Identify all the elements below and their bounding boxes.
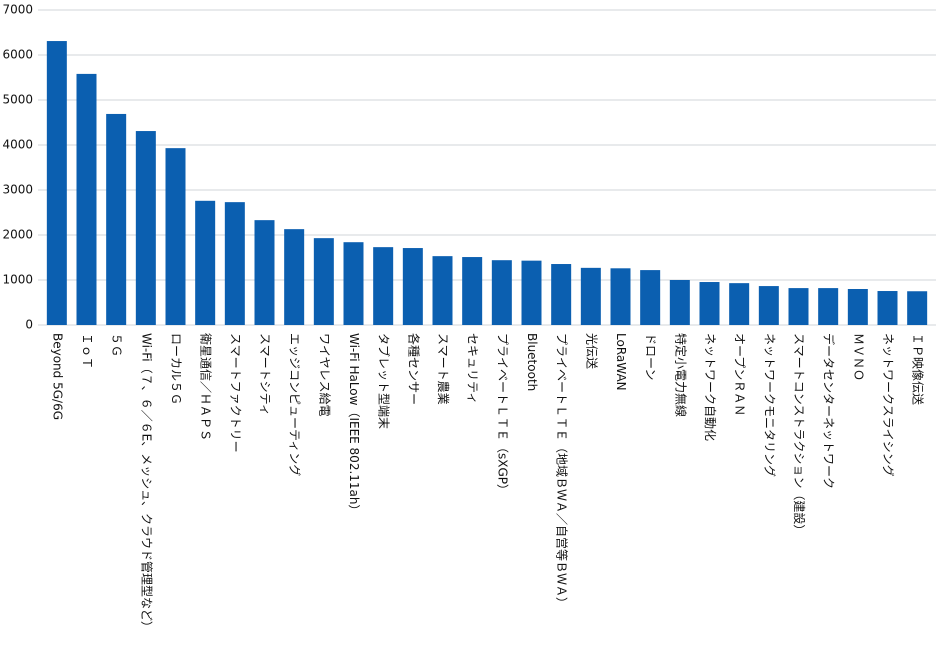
x-tick-label: セキュリティ [466,333,480,404]
x-tick-label: Bluetooth [525,333,539,391]
bar [521,260,542,325]
x-tick-label: プライベートＬＴＥ（sXGP） [495,333,509,496]
x-tick-label: スマート農業 [436,333,450,405]
bar [284,229,305,325]
y-tick-label: 4000 [2,138,33,152]
bar [907,291,928,325]
bar [491,260,512,325]
y-tick-label: 1000 [2,273,33,287]
bar [135,131,156,325]
bar [729,283,750,325]
x-tick-label: ワイヤレス給電 [317,333,331,417]
x-tick-label: LoRaWAN [614,333,628,391]
x-tick-label: スマートファクトリー [228,333,242,453]
x-tick-label: ＭＶＮＯ [851,333,865,381]
x-tick-label: ネットワークモニタリング [762,333,776,477]
x-tick-label: ネットワーク自動化 [703,333,717,441]
x-tick-label: ５Ｇ [110,333,124,357]
y-tick-label: 6000 [2,48,33,62]
x-tick-label: ドローン [644,333,658,380]
x-tick-label: データセンターネットワーク [822,333,837,489]
bar [640,270,661,325]
bar [462,257,483,325]
x-tick-label: 特定小電力無線 [673,333,688,417]
x-tick-label: Wi-Fi（７、６／６E、メッシュ、クラウド管理型など） [139,333,154,633]
x-tick-label: Beyond 5G/6G [50,333,64,420]
y-tick-label: 5000 [2,93,33,107]
bar [76,73,97,326]
x-tick-label: ＩＰ映像伝送 [911,333,926,405]
x-tick-label: エッジコンピューティング [288,333,302,476]
bar [818,288,839,325]
bar [224,202,245,325]
x-tick-label: タブレット型端末 [377,333,392,429]
bar [195,200,216,325]
bar [402,248,423,325]
bar [669,280,690,325]
bar [165,148,186,325]
bar [610,268,631,325]
x-tick-label: 光伝送 [584,333,599,369]
bar [551,264,572,325]
bar [254,220,275,325]
x-tick-label: オープンＲＡＮ [733,333,747,416]
bar [877,291,898,325]
bar [313,238,334,325]
x-tick-label: 衛星通信／ＨＡＰＳ [199,333,213,441]
bar [343,242,364,325]
bar [758,286,779,325]
x-tick-label: ＩｏＴ [80,333,94,369]
x-tick-label: 各種センサー [406,333,421,405]
y-tick-label: 7000 [2,3,33,17]
bar [373,247,394,325]
bar [46,41,67,326]
bar [580,267,601,325]
x-tick-label: スマートシティ [258,333,272,416]
bar [847,289,868,325]
bar [699,282,720,325]
bar [106,113,127,325]
x-tick-label: Wi-Fi HaLow（IEEE 802.11ah） [347,333,361,517]
y-tick-label: 3000 [2,183,33,197]
x-tick-label: ローカル５Ｇ [169,333,183,405]
x-tick-label: プライベートＬＴＥ（地域ＢＷＡ／自営等ＢＷＡ） [555,333,569,609]
y-tick-label: 2000 [2,228,33,242]
bar [788,288,809,325]
y-tick-label: 0 [25,318,33,332]
x-tick-label: ネットワークスライシング [881,333,895,477]
x-tick-label: スマートコンストラクション（建設） [792,333,807,536]
bar [432,256,453,325]
